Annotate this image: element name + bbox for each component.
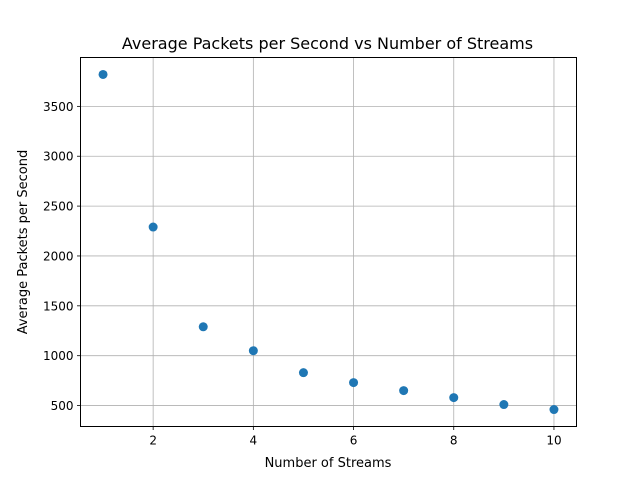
scatter-point <box>198 322 208 332</box>
x-tick-label: 8 <box>450 434 458 448</box>
data-points <box>98 69 559 415</box>
y-tick-label: 3500 <box>43 100 74 114</box>
axes-frame <box>80 57 577 427</box>
scatter-point <box>248 346 258 356</box>
x-tick-label: 6 <box>350 434 358 448</box>
x-tick-label: 10 <box>546 434 561 448</box>
y-tick-label: 500 <box>51 399 74 413</box>
y-tick-label: 2500 <box>43 200 74 214</box>
scatter-point <box>349 378 359 388</box>
scatter-point <box>499 400 509 410</box>
scatter-point <box>449 393 459 403</box>
chart-title: Average Packets per Second vs Number of … <box>122 34 533 53</box>
x-tick-label: 4 <box>250 434 258 448</box>
x-axis-label: Number of Streams <box>265 456 392 471</box>
scatter-point <box>148 222 158 232</box>
y-tick-label: 3000 <box>43 150 74 164</box>
axis-ticks: 2 4 6 8 10 500 1000 1500 2000 2500 3000 3500 <box>43 100 562 448</box>
scatter-point <box>298 368 308 378</box>
scatter-point <box>98 69 108 79</box>
scatter-point <box>399 386 409 396</box>
y-tick-label: 1500 <box>43 299 74 313</box>
y-tick-label: 1000 <box>43 349 74 363</box>
y-axis-label: Average Packets per Second <box>16 150 31 335</box>
y-tick-label: 2000 <box>43 249 74 263</box>
x-tick-label: 2 <box>149 434 157 448</box>
scatter-point <box>549 405 559 415</box>
grid-lines <box>80 57 577 427</box>
